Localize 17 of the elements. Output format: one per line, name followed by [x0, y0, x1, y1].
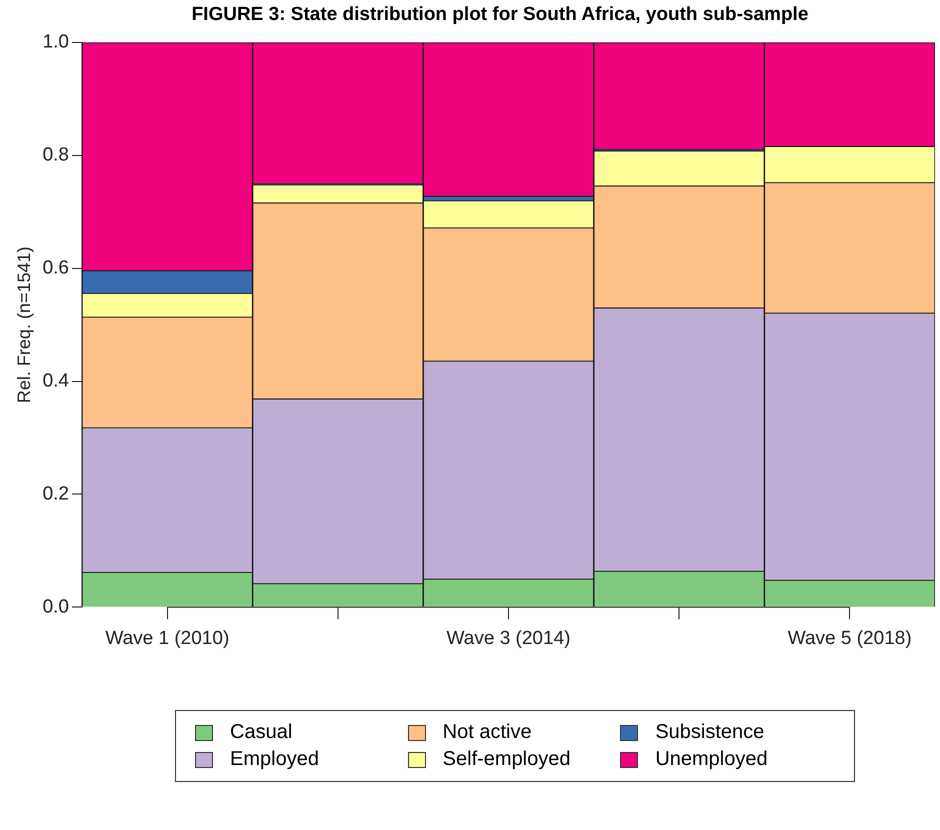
- legend-label: Unemployed: [655, 748, 768, 771]
- y-tick-label: 1.0: [42, 32, 70, 53]
- y-axis-title: Rel. Freq. (n=1541): [14, 246, 34, 404]
- legend-label: Subsistence: [655, 721, 764, 744]
- legend-label: Not active: [442, 721, 532, 744]
- y-tick-label: 0.8: [42, 144, 70, 166]
- y-tick-label: 0.6: [42, 258, 70, 279]
- x-tick-label: Wave 1 (2010): [105, 628, 230, 649]
- legend-label: Casual: [230, 721, 292, 744]
- y-tick-label: 0.0: [42, 596, 70, 618]
- y-tick-label: 0.4: [42, 370, 70, 392]
- y-tick-label: 0.2: [42, 483, 70, 504]
- legend-label: Employed: [230, 748, 319, 771]
- chart-title: FIGURE 3: State distribution plot for South Africa, youth sub-sample: [190, 4, 810, 27]
- x-tick-label: Wave 3 (2014): [446, 628, 570, 649]
- legend-label: Self-employed: [442, 748, 570, 771]
- x-tick-label: Wave 5 (2018): [788, 628, 912, 649]
